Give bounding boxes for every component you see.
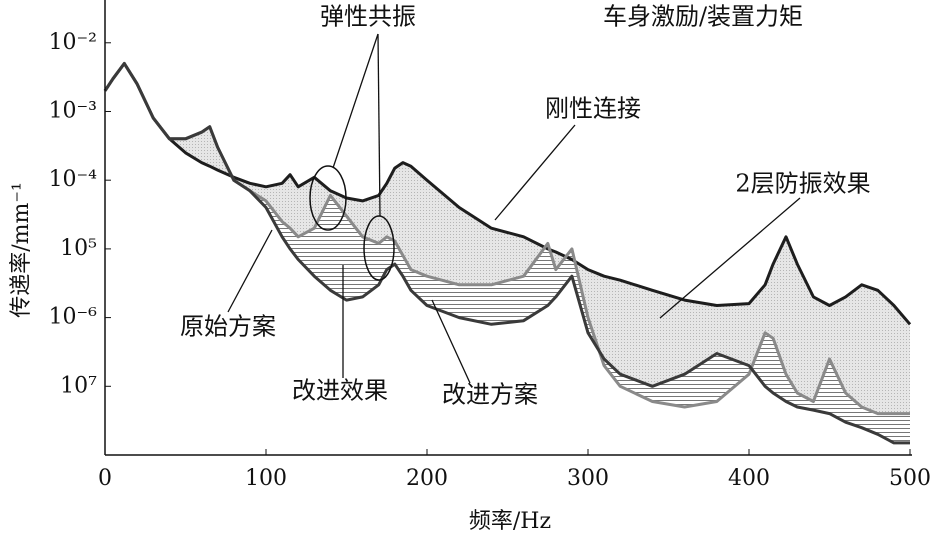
annotation: 改进效果 [292,377,388,405]
x-tick-label: 500 [889,466,930,491]
lines [103,62,912,445]
x-axis-label: 频率/Hz [469,509,551,534]
x-tick-label: 0 [98,466,112,491]
x-tick-label: 200 [406,466,448,491]
y-tick-label: 10⁻⁶ [49,305,98,330]
annotation: 2层防振效果 [735,170,870,198]
series-label: 刚性连接 [545,95,641,123]
series-label: 改进方案 [442,381,538,409]
x-tick-label: 100 [245,466,287,491]
series-line [103,62,910,445]
y-axis-label: 传递率/mm⁻¹ [9,182,34,318]
x-tick-label: 300 [567,466,609,491]
leaders [227,33,801,384]
resonance-circle [363,215,395,281]
y-tick-label: 10⁵ [60,236,97,261]
y-tick-label: 10⁻⁴ [49,167,98,192]
series-label: 原始方案 [180,313,276,341]
annotation: 车身激励/装置力矩 [603,3,803,31]
bands [105,63,910,443]
shaded-band [105,63,910,443]
y-tick-label: 10⁻³ [49,98,97,123]
y-tick-label: 10⁻² [49,30,97,55]
resonance-circle [309,165,347,231]
x-tick-label: 400 [728,466,770,491]
annotation: 弹性共振 [320,3,416,31]
series-line [103,62,912,326]
shaded-band [105,63,910,414]
y-tick-label: 10⁷ [60,373,97,398]
